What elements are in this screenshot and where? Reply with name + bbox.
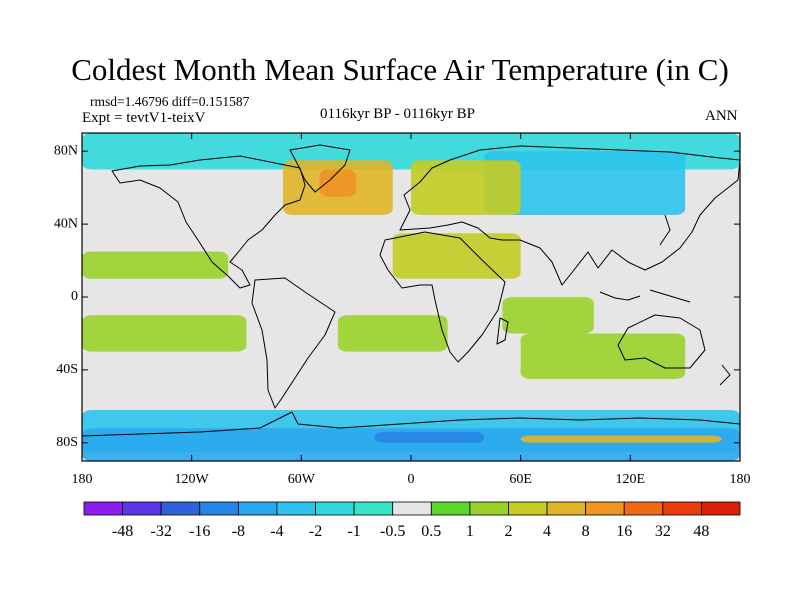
region-antarctic-weddell-cold: [374, 431, 485, 443]
colorbar-label: -16: [189, 523, 210, 540]
lon-label: 60W: [288, 472, 316, 487]
region-north-atlantic-core: [319, 169, 357, 197]
coastline-australia: [617, 314, 706, 369]
region-siberia-cold: [484, 151, 686, 215]
rmsd-value: 1.46796: [124, 94, 169, 109]
lat-label: 80S: [56, 435, 78, 450]
colorbar-swatch: [508, 501, 548, 516]
colorbar-label: -8: [232, 523, 245, 540]
chart-title: Coldest Month Mean Surface Air Temperatu…: [71, 52, 729, 87]
lon-label: 120W: [175, 472, 210, 487]
coastline-new-zealand: [719, 364, 731, 386]
colorbar-swatch: [623, 501, 664, 516]
lon-label: 0: [408, 472, 415, 487]
colorbar-label: -1: [347, 523, 360, 540]
colorbar-label: -4: [270, 523, 283, 540]
season-label: ANN: [705, 108, 738, 124]
colorbar-swatch: [122, 501, 162, 516]
coastline-south-america: [251, 277, 336, 409]
colorbar-label: -48: [112, 523, 133, 540]
lat-label: 0: [71, 289, 78, 304]
colorbar-swatch: [199, 501, 239, 516]
region-south-pacific-band: [82, 315, 247, 352]
rmsd-label: rmsd=: [90, 94, 125, 109]
coastline-indonesia: [599, 289, 691, 303]
colorbar-label: 2: [504, 523, 512, 540]
colorbar-swatch: [160, 501, 201, 516]
colorbar-label: 8: [582, 523, 590, 540]
coastline-europe-asia: [399, 145, 740, 286]
colorbar-swatch: [315, 501, 355, 516]
colorbar-swatch: [662, 501, 702, 516]
region-south-atlantic-band: [337, 315, 448, 352]
colorbar-swatch: [701, 501, 741, 516]
diff-value: 0.151587: [198, 94, 250, 109]
region-eurasia-warm-patch: [411, 160, 521, 215]
colorbar-label: 0.5: [421, 523, 441, 540]
diff-label: diff=: [171, 94, 199, 109]
colorbar-swatch: [430, 501, 471, 516]
lon-label: 180: [730, 472, 751, 487]
region-tropical-indian-ocean: [502, 297, 594, 334]
colorbar-swatch: [276, 501, 316, 516]
colorbar: -48 -32 -16 -8 -4 -2 -1 -0.5 0.5 1 2 4 8 16 32 48: [83, 501, 741, 540]
colorbar-label: 4: [543, 523, 551, 540]
longitude-axis: 180 120W 60W 0 60E 120E 180: [72, 133, 751, 487]
coastline-japan: [659, 214, 671, 246]
coastline-north-america: [111, 155, 306, 289]
colorbar-swatch: [392, 501, 432, 516]
lat-label: 40N: [54, 216, 78, 231]
coastline-madagascar: [496, 317, 509, 345]
colorbar-label: -2: [309, 523, 322, 540]
temperature-field: [82, 133, 740, 461]
lon-label: 60E: [509, 472, 532, 487]
coastline-africa: [379, 231, 506, 363]
colorbar-label: 32: [655, 523, 671, 540]
colorbar-swatch: [546, 501, 587, 516]
coastlines: [82, 144, 740, 437]
region-sahara-arabia-warm: [392, 233, 521, 279]
stats-line: rmsd=1.46796 diff=0.151587: [90, 94, 249, 110]
region-north-pacific-band: [82, 251, 229, 279]
colorbar-label: -32: [151, 523, 172, 540]
colorbar-swatch: [83, 501, 123, 516]
colorbar-label: -0.5: [380, 523, 405, 540]
lat-label: 80N: [54, 143, 78, 158]
period-label: 0116kyr BP - 0116kyr BP: [320, 106, 476, 122]
coastline-greenland: [289, 144, 351, 193]
lon-label: 120E: [616, 472, 646, 487]
colorbar-swatch: [237, 501, 278, 516]
lat-label: 40S: [56, 362, 78, 377]
colorbar-swatch: [585, 501, 625, 516]
lon-label: 180: [72, 472, 93, 487]
colorbar-label: 1: [466, 523, 474, 540]
latitude-axis: 80N 40N 0 40S 80S: [54, 143, 740, 450]
colorbar-swatch: [353, 501, 394, 516]
colorbar-label: 16: [616, 523, 632, 540]
region-east-antarctic-warm: [520, 435, 722, 443]
region-south-indian-australia: [520, 333, 686, 379]
colorbar-swatch: [469, 501, 509, 516]
colorbar-label: 48: [693, 523, 709, 540]
coastline-antarctica: [82, 411, 740, 437]
experiment-label: Expt = tevtV1-teixV: [82, 110, 206, 126]
